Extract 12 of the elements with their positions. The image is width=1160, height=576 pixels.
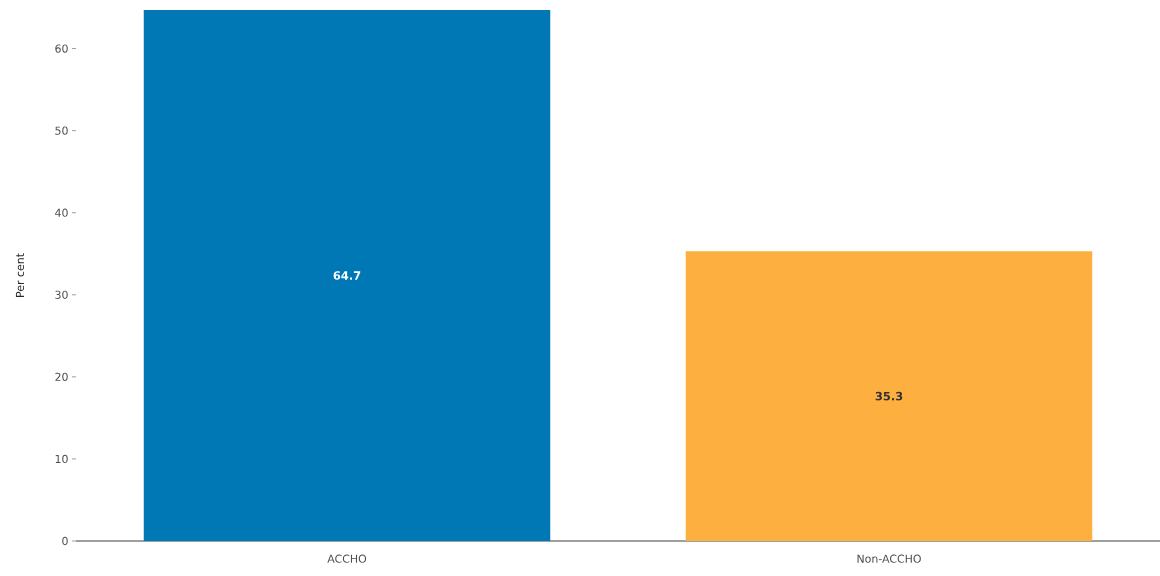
- x-tick-label: Non-ACCHO: [857, 554, 921, 563]
- y-axis-title: Per cent: [15, 253, 25, 297]
- data-label: 35.3: [875, 391, 903, 401]
- x-tick-label: ACCHO: [327, 554, 367, 563]
- y-tick-label: 20: [55, 372, 68, 381]
- y-tick-label: 10: [55, 454, 68, 464]
- y-tick-label: 40: [55, 208, 68, 217]
- y-tick-label: 30: [55, 290, 68, 299]
- y-tick-label: 60: [55, 44, 68, 53]
- y-tick-label: 50: [55, 126, 68, 135]
- y-tick-label: 0: [62, 536, 68, 546]
- data-label: 64.7: [333, 271, 361, 280]
